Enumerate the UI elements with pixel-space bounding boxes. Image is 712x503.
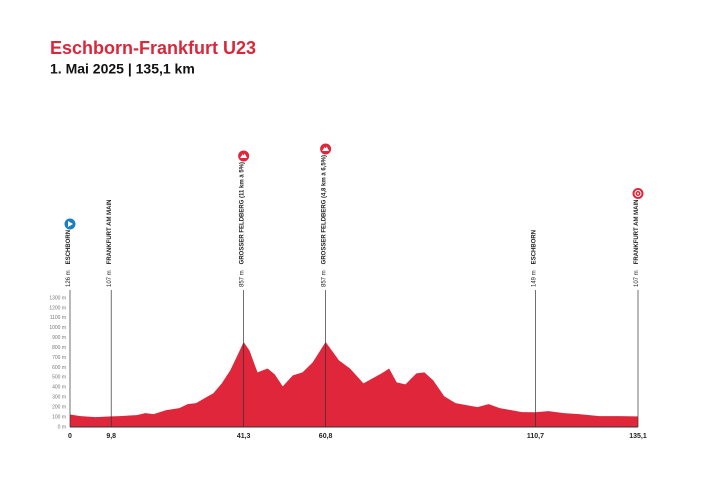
y-tick-label: 700 m [52, 355, 66, 361]
finish-icon-dot [637, 192, 639, 195]
waypoint-label: 107 m FRANKFURT AM MAIN [107, 200, 113, 287]
waypoint-label: 149 m ESCHBORN [531, 230, 537, 287]
waypoint-name: ESCHBORN [66, 230, 72, 264]
y-tick-label: 1100 m [50, 315, 66, 321]
waypoint-elevation: 149 m [531, 270, 537, 287]
waypoint-elevation: 857 m [321, 270, 327, 287]
waypoint-text: 126 m ESCHBORN [66, 230, 72, 287]
waypoint-label: 107 m FRANKFURT AM MAIN [634, 200, 640, 287]
waypoint-label: 857 m GROSSER FELDBERG (11 km à 5%) [239, 162, 245, 287]
x-tick-label: 60,8 [319, 433, 333, 440]
y-tick-label: 1300 m [49, 295, 66, 301]
y-tick-label: 600 m [52, 365, 66, 371]
chart-subtitle: 1. Mai 2025 | 135,1 km [50, 61, 195, 77]
y-tick-label: 900 m [52, 335, 66, 341]
waypoint-name: GROSSER FELDBERG (4,8 km à 6,5%) [321, 155, 327, 264]
waypoint-elevation: 107 m [634, 270, 640, 287]
climb-icon-mountain [322, 146, 330, 151]
chart-title: Eschborn-Frankfurt U23 [50, 38, 256, 58]
waypoint-elevation: 107 m [107, 270, 113, 287]
y-tick-label: 500 m [52, 375, 66, 381]
x-tick-label: 9,8 [106, 433, 116, 440]
waypoint-name: GROSSER FELDBERG (11 km à 5%) [239, 162, 245, 264]
elevation-area [70, 341, 638, 427]
waypoint-text: 857 m GROSSER FELDBERG (4,8 km à 6,5%) [321, 155, 327, 287]
start-icon-arrow [68, 220, 73, 227]
x-tick-label: 0 [68, 433, 72, 440]
y-tick-label: 100 m [52, 414, 66, 420]
waypoint-text: 107 m FRANKFURT AM MAIN [634, 200, 640, 287]
y-tick-label: 300 m [52, 395, 66, 401]
y-tick-label: 400 m [52, 385, 66, 391]
waypoint-elevation: 126 m [66, 270, 72, 287]
waypoint-name: FRANKFURT AM MAIN [634, 200, 640, 265]
waypoint-text: 857 m GROSSER FELDBERG (11 km à 5%) [239, 162, 245, 287]
y-tick-label: 0 m [58, 424, 66, 430]
y-tick-label: 1000 m [49, 325, 66, 331]
waypoint-text: 149 m ESCHBORN [531, 230, 537, 287]
x-tick-label: 41,3 [237, 433, 251, 440]
finish-icon-ring [634, 190, 642, 198]
y-tick-label: 200 m [52, 404, 66, 410]
waypoint-elevation: 857 m [239, 270, 245, 287]
y-tick-label: 800 m [52, 345, 66, 351]
x-tick-label: 135,1 [629, 433, 647, 440]
waypoint-name: FRANKFURT AM MAIN [107, 200, 113, 265]
waypoint-name: ESCHBORN [531, 230, 537, 264]
climb-icon-mountain [240, 153, 248, 158]
x-tick-label: 110,7 [527, 433, 544, 440]
y-tick-label: 1200 m [49, 305, 66, 311]
waypoint-label: 126 m ESCHBORN [66, 230, 72, 287]
waypoint-label: 857 m GROSSER FELDBERG (4,8 km à 6,5%) [321, 155, 327, 287]
waypoint-text: 107 m FRANKFURT AM MAIN [107, 200, 113, 287]
